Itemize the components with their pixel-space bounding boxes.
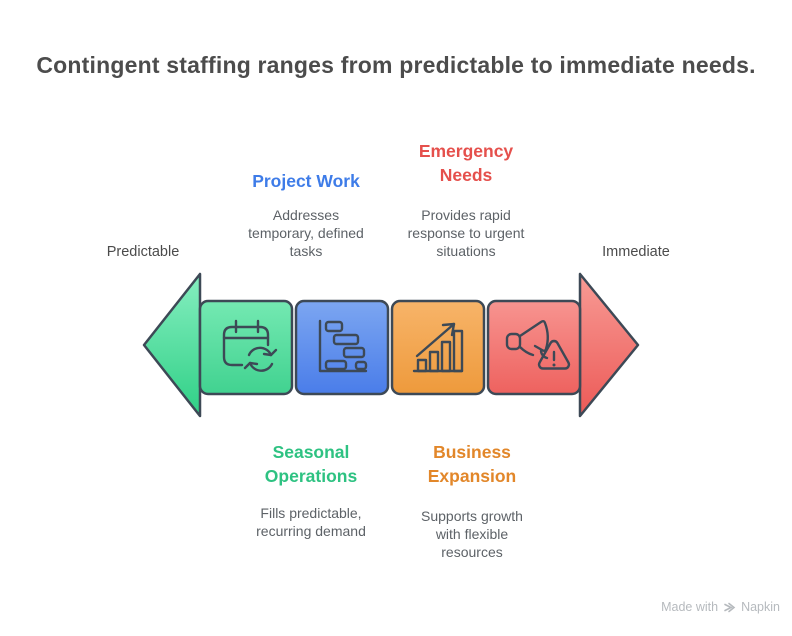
right-arrowhead xyxy=(578,272,640,418)
segment-heading-seasonal-operations: Seasonal Operations xyxy=(264,442,358,486)
segment-description-project-work: Addresses temporary, defined tasks xyxy=(248,207,364,259)
watermark-brand: Napkin xyxy=(741,600,780,614)
left-arrowhead xyxy=(142,272,202,418)
segment-heading-emergency-needs: Emergency Needs xyxy=(418,141,514,185)
segment-description-emergency-needs: Provides rapid response to urgent situat… xyxy=(407,207,525,259)
napkin-logo-icon xyxy=(724,602,736,612)
bidirectional-arrow-diagram xyxy=(142,272,640,418)
megaphone-alert-icon xyxy=(505,320,571,370)
segment-block-emergency xyxy=(486,299,582,396)
calendar-sync-icon xyxy=(222,319,278,372)
segment-description-seasonal-operations: Fills predictable, recurring demand xyxy=(256,505,366,539)
gantt-chart-icon xyxy=(318,319,368,373)
segment-description-business-expansion: Supports growth with flexible resources xyxy=(421,508,523,560)
watermark-prefix: Made with xyxy=(661,600,719,614)
page-title: Contingent staffing ranges from predicta… xyxy=(36,52,756,78)
right-end-label: Immediate xyxy=(602,244,670,260)
segment-block-business xyxy=(390,299,486,396)
growth-arrow-icon xyxy=(412,322,464,373)
segment-block-project xyxy=(294,299,390,396)
watermark: Made with Napkin xyxy=(661,600,780,614)
left-end-label: Predictable xyxy=(106,244,180,260)
segment-heading-business-expansion: Business Expansion xyxy=(427,442,517,486)
segment-block-seasonal xyxy=(198,299,294,396)
segment-heading-project-work: Project Work xyxy=(252,171,360,191)
